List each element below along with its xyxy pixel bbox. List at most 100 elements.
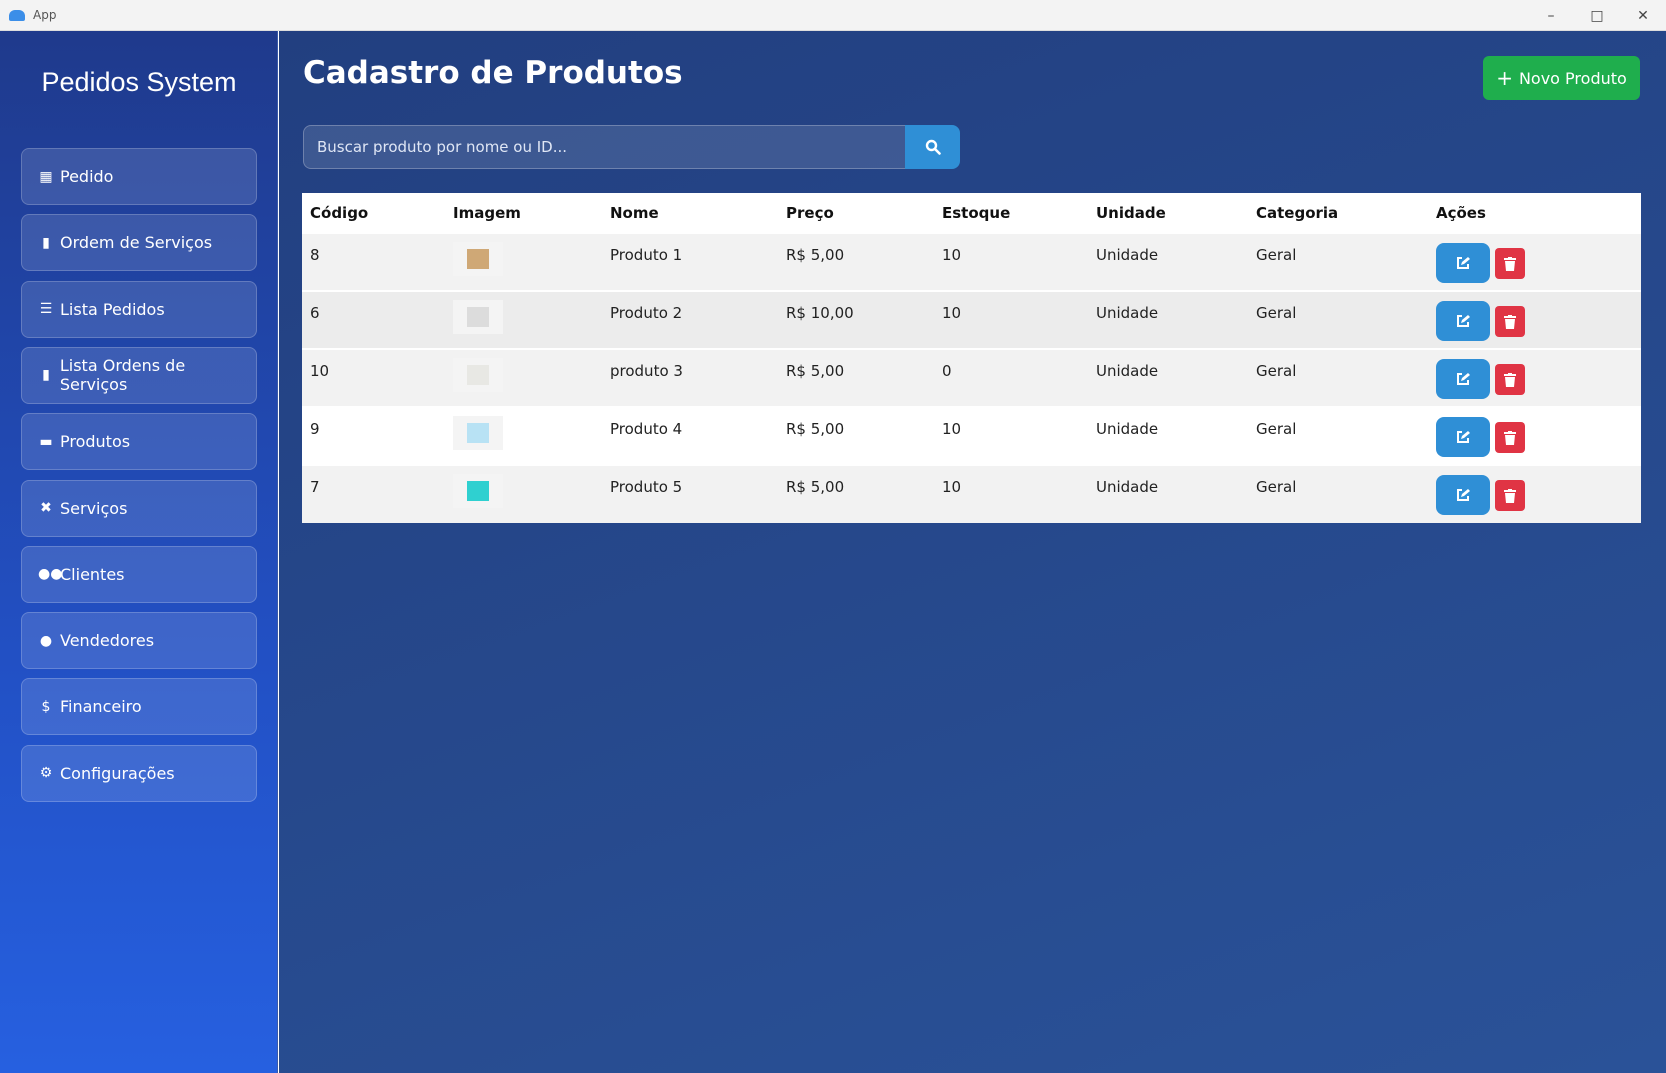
sidebar-item-lista-pedidos[interactable]: ☰ Lista Pedidos [21, 280, 257, 338]
edit-button[interactable] [1436, 359, 1490, 399]
category-cell: Geral [1248, 290, 1428, 349]
gear-icon: ⚙ [39, 765, 53, 782]
product-image [453, 358, 503, 392]
search-icon [925, 139, 941, 155]
products-table: Código Imagem Nome Preço Estoque Unidade Categ… [302, 193, 1641, 523]
sidebar-item-ordem-de-serviços[interactable]: ▮ Ordem de Serviços [21, 214, 257, 272]
users-icon: ●● [38, 566, 63, 583]
maximize-button[interactable]: □ [1590, 7, 1604, 24]
sidebar-item-financeiro[interactable]: $ Financeiro [21, 678, 257, 736]
column-header: Categoria [1256, 203, 1339, 222]
close-button[interactable]: ✕ [1637, 7, 1649, 24]
delete-button[interactable] [1495, 480, 1525, 511]
unit-cell: Unidade [1088, 290, 1248, 349]
trash-icon [1504, 256, 1516, 271]
stock-cell: 10 [934, 290, 1088, 349]
trash-icon [1504, 430, 1516, 445]
brand-title: Pedidos System [41, 67, 237, 97]
trash-icon [1504, 314, 1516, 329]
code-cell: 10 [302, 348, 445, 407]
title-bar: App – □ ✕ [0, 0, 1666, 31]
category-cell: Geral [1248, 406, 1428, 465]
edit-button[interactable] [1436, 475, 1490, 515]
product-image [453, 242, 503, 276]
category-cell: Geral [1248, 464, 1428, 523]
unit-cell: Unidade [1088, 348, 1248, 407]
name-cell: Produto 4 [602, 406, 778, 465]
category-cell: Geral [1248, 232, 1428, 291]
clipboard-icon: ▮ [42, 367, 50, 384]
column-header: Ações [1436, 203, 1486, 222]
edit-icon [1457, 431, 1470, 443]
box-icon: ▬ [39, 433, 53, 450]
sidebar-item-clientes[interactable]: ●● Clientes [21, 545, 257, 603]
name-cell: Produto 1 [602, 232, 778, 291]
window-title: App [33, 8, 57, 22]
trash-icon [1504, 372, 1516, 387]
delete-button[interactable] [1495, 364, 1525, 395]
sidebar: Pedidos System ▦ Pedido ▮ Ordem de Serviços… [0, 31, 278, 1073]
price-cell: R$ 5,00 [778, 232, 934, 291]
edit-icon [1457, 373, 1470, 385]
delete-button[interactable] [1495, 306, 1525, 337]
main-content: Cadastro de Produtos +Novo Produto Códig… [279, 31, 1666, 1073]
code-cell: 6 [302, 290, 445, 349]
minimize-button[interactable]: – [1547, 7, 1555, 24]
sidebar-item-lista-ordens-de-serviços[interactable]: ▮ Lista Ordens de Serviços [21, 346, 257, 404]
page-title: Cadastro de Produtos [303, 55, 683, 91]
column-header: Nome [610, 203, 659, 222]
sidebar-item-serviços[interactable]: ✖ Serviços [21, 479, 257, 537]
sidebar-item-label: Pedido [60, 167, 114, 186]
table-row: 7 Produto 5 R$ 5,00 10 Unidade Geral [302, 464, 1641, 523]
trash-icon [1504, 488, 1516, 503]
new-product-button[interactable]: + Novo Produto [1483, 56, 1640, 100]
code-cell: 7 [302, 464, 445, 523]
edit-icon [1457, 257, 1470, 269]
code-cell: 8 [302, 232, 445, 291]
dollar-icon: $ [41, 698, 51, 715]
product-image [453, 474, 503, 508]
column-header: Código [310, 203, 369, 222]
edit-button[interactable] [1436, 301, 1490, 341]
plus-icon: + [1496, 66, 1513, 90]
column-header: Unidade [1096, 203, 1166, 222]
price-cell: R$ 5,00 [778, 464, 934, 523]
code-cell: 9 [302, 406, 445, 465]
sidebar-item-label: Lista Ordens de Serviços [59, 356, 186, 395]
price-cell: R$ 10,00 [778, 290, 934, 349]
app-logo-icon [9, 9, 25, 21]
sidebar-item-produtos[interactable]: ▬ Produtos [21, 413, 257, 471]
list-icon: ☰ [39, 301, 53, 318]
sidebar-item-configurações[interactable]: ⚙ Configurações [21, 744, 257, 802]
delete-button[interactable] [1495, 422, 1525, 453]
name-cell: Produto 5 [602, 464, 778, 523]
user-icon: ● [39, 632, 53, 649]
table-row: 8 Produto 1 R$ 5,00 10 Unidade Geral [302, 232, 1641, 291]
sidebar-item-vendedores[interactable]: ● Vendedores [21, 612, 257, 670]
edit-icon [1457, 315, 1470, 327]
edit-button[interactable] [1436, 243, 1490, 283]
product-image [453, 416, 503, 450]
sidebar-item-label: Financeiro [60, 697, 142, 717]
table-row: 10 produto 3 R$ 5,00 0 Unidade Geral [302, 348, 1641, 407]
edit-button[interactable] [1436, 417, 1490, 457]
unit-cell: Unidade [1088, 464, 1248, 523]
sidebar-item-label: Clientes [60, 564, 125, 584]
column-header: Preço [786, 203, 834, 222]
stock-cell: 10 [934, 464, 1088, 523]
search-input[interactable] [303, 125, 905, 169]
tools-icon: ✖ [40, 500, 52, 516]
edit-icon [1457, 489, 1470, 501]
sidebar-item-label: Produtos [60, 432, 131, 452]
column-header: Estoque [942, 203, 1011, 222]
table-row: 9 Produto 4 R$ 5,00 10 Unidade Geral [302, 406, 1641, 465]
delete-button[interactable] [1495, 248, 1525, 279]
search-button[interactable] [905, 125, 960, 169]
unit-cell: Unidade [1088, 232, 1248, 291]
sidebar-item-label: Ordem de Serviços [60, 233, 213, 253]
stock-cell: 0 [934, 348, 1088, 407]
sidebar-item-label: Lista Pedidos [60, 299, 165, 319]
sidebar-item-label: Vendedores [60, 631, 155, 651]
name-cell: produto 3 [602, 348, 778, 407]
sidebar-item-pedido[interactable]: ▦ Pedido [21, 148, 257, 205]
